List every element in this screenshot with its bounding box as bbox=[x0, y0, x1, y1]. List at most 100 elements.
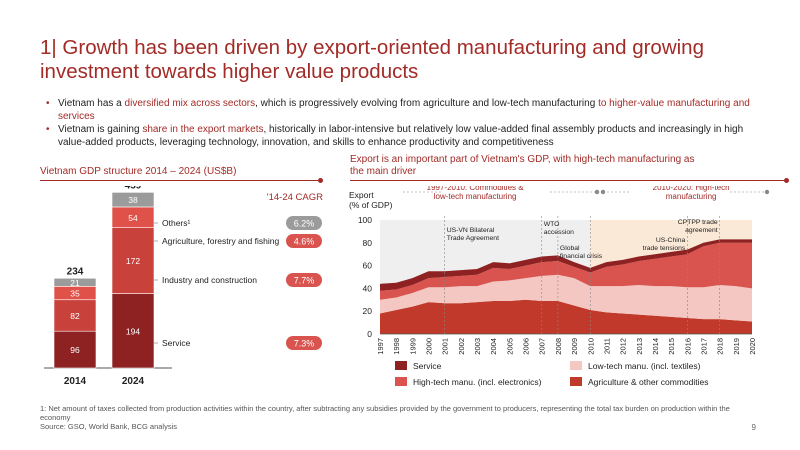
x-tick-label: 2006 bbox=[522, 338, 531, 355]
cagr-pill bbox=[286, 273, 322, 287]
bar-segment bbox=[53, 330, 97, 369]
bullet-item: Vietnam has a diversified mix across sec… bbox=[44, 98, 764, 123]
event-label: agreement bbox=[685, 227, 718, 234]
event-label: financial crisis bbox=[560, 253, 603, 260]
cagr-pill bbox=[286, 234, 322, 248]
x-tick-label: 2011 bbox=[602, 338, 611, 354]
y-tick-label: 100 bbox=[358, 215, 372, 225]
bar-value-label: 54 bbox=[128, 213, 138, 223]
legend-label: Service bbox=[413, 361, 442, 371]
x-tick-label: 2012 bbox=[619, 338, 628, 355]
legend-swatch bbox=[395, 361, 407, 370]
bar-total-label: 234 bbox=[67, 266, 84, 277]
x-tick-label: 2017 bbox=[699, 338, 708, 355]
x-tick-label: 1999 bbox=[408, 338, 417, 355]
x-tick-label: 2003 bbox=[473, 338, 482, 355]
event-label: WTO bbox=[544, 221, 560, 228]
y-tick-label: 0 bbox=[367, 329, 372, 339]
bullet-text: Vietnam is gaining bbox=[58, 124, 143, 135]
footnote-text: 1: Net amount of taxes collected from pr… bbox=[40, 404, 730, 422]
event-label: US-China bbox=[656, 237, 686, 244]
right-chart-title: Export is an important part of Vietnam's… bbox=[350, 154, 695, 177]
bullet-text: Vietnam has a bbox=[58, 98, 125, 109]
legend-label: Industry and construction bbox=[162, 275, 257, 285]
period-dot bbox=[600, 189, 606, 195]
x-tick-label: 2005 bbox=[505, 338, 514, 355]
bar-value-label: 96 bbox=[70, 345, 80, 355]
x-tick-label: 1998 bbox=[392, 338, 401, 355]
period-dot bbox=[594, 189, 600, 195]
legend-swatch bbox=[570, 361, 582, 370]
legend-label: Service bbox=[162, 338, 191, 348]
x-tick-label: 2015 bbox=[667, 338, 676, 355]
cagr-value: 7.7% bbox=[294, 276, 315, 286]
y-tick-label: 60 bbox=[363, 261, 373, 271]
bar-segment bbox=[53, 277, 97, 287]
area-series-high-tech-manu-incl-electronics bbox=[380, 242, 752, 300]
x-tick-label: 2018 bbox=[716, 338, 725, 355]
left-chart-title: Vietnam GDP structure 2014 – 2024 (US$B) bbox=[40, 166, 237, 177]
x-tick-label: 2016 bbox=[683, 338, 692, 355]
highlight-text: diversified mix across sectors bbox=[124, 98, 256, 109]
x-tick-label: 2014 bbox=[651, 338, 660, 355]
bar-value-label: 38 bbox=[128, 195, 138, 205]
legend-label: Others¹ bbox=[162, 218, 191, 228]
separator-dot-left bbox=[318, 178, 323, 183]
period-label: low-tech manufacturing bbox=[434, 192, 517, 201]
period-label: 2010-2020: High-tech bbox=[653, 186, 730, 192]
legend-label: Agriculture, forestry and fishing bbox=[162, 236, 279, 246]
x-tick-label: 2009 bbox=[570, 338, 579, 355]
separator-dot-right bbox=[784, 178, 789, 183]
left-separator bbox=[40, 180, 318, 181]
footnote: 1: Net amount of taxes collected from pr… bbox=[40, 404, 740, 431]
x-tick-label: 2000 bbox=[425, 338, 434, 355]
event-label: trade tensions bbox=[643, 245, 686, 252]
x-tick-label: 1997 bbox=[376, 338, 385, 355]
x-tick-label: 2020 bbox=[748, 338, 757, 355]
x-tick-label: 2002 bbox=[457, 338, 466, 355]
bar-value-label: 21 bbox=[70, 278, 80, 288]
cagr-value: 7.3% bbox=[294, 339, 315, 349]
area-series-low-tech-manu-incl-textiles bbox=[380, 274, 752, 322]
bar-value-label: 194 bbox=[126, 326, 140, 336]
legend-label: Low-tech manu. (incl. textiles) bbox=[588, 361, 701, 371]
bar-segment bbox=[53, 299, 97, 332]
legend-swatch bbox=[570, 377, 582, 386]
y-tick-label: 20 bbox=[363, 306, 373, 316]
bar-value-label: 172 bbox=[126, 256, 140, 266]
x-tick-label: 2013 bbox=[635, 338, 644, 355]
event-label: CPTPP trade bbox=[678, 219, 718, 226]
cagr-value: 4.6% bbox=[294, 237, 315, 247]
cagr-pill bbox=[286, 216, 322, 230]
bullet-list: Vietnam has a diversified mix across sec… bbox=[44, 98, 764, 150]
cagr-pill bbox=[286, 336, 322, 350]
period-dot bbox=[764, 189, 770, 195]
highlight-text: to higher-value manufacturing and servic… bbox=[58, 98, 750, 122]
bar-segment bbox=[111, 293, 155, 369]
bar-value-label: 35 bbox=[70, 289, 80, 299]
bar-value-label: 82 bbox=[70, 311, 80, 321]
y-tick-label: 40 bbox=[363, 283, 373, 293]
x-tick-label: 2008 bbox=[554, 338, 563, 355]
export-area-chart: Export(% of GDP) 0 20 40 60 80 100 1997 1998 1999… bbox=[349, 186, 770, 387]
event-label: Global bbox=[560, 245, 580, 252]
bullet-text: , historically in labor-intensive but re… bbox=[58, 124, 744, 148]
x-tick-label: 2010 bbox=[586, 338, 595, 355]
cagr-value: 6.2% bbox=[294, 219, 315, 229]
y-axis-label: (% of GDP) bbox=[349, 200, 393, 210]
x-tick-label: 2004 bbox=[489, 338, 498, 355]
cagr-header: '14-24 CAGR bbox=[267, 192, 323, 203]
bar-total-label: 459 bbox=[125, 186, 142, 191]
legend-swatch bbox=[395, 377, 407, 386]
event-label: US-VN Bilateral bbox=[447, 227, 495, 234]
y-axis-label: Export bbox=[349, 190, 374, 200]
x-tick-label: 2014 bbox=[64, 376, 87, 387]
event-label: Trade Agreement bbox=[447, 235, 499, 242]
y-tick-label: 80 bbox=[363, 238, 373, 248]
page-number: 9 bbox=[751, 423, 756, 432]
bullet-item: Vietnam is gaining share in the export m… bbox=[44, 124, 764, 149]
bar-segment bbox=[111, 192, 155, 208]
x-tick-label: 2019 bbox=[732, 338, 741, 355]
bullet-text: , which is progressively evolving from a… bbox=[255, 98, 599, 109]
